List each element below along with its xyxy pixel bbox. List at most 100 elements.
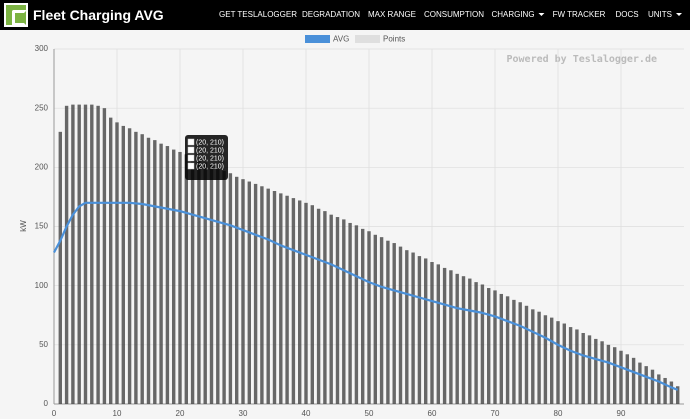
point-column: [669, 381, 674, 404]
y-tick-label: 150: [35, 222, 49, 231]
chart: kW Powered by Teslalogger.de 05010015020…: [19, 35, 684, 418]
point-column: [524, 305, 529, 404]
navbar: Fleet Charging AVG GET TESLALOGGER DEGRA…: [0, 0, 690, 30]
caret: [538, 13, 545, 17]
caret: [676, 13, 682, 17]
point-column: [77, 104, 81, 404]
point-column: [657, 374, 661, 404]
point-column: [594, 338, 598, 404]
tooltip-box: [185, 135, 228, 180]
point-column: [568, 327, 573, 404]
site-title[interactable]: Fleet Charging AVG: [33, 7, 164, 23]
point-column: [436, 264, 440, 404]
point-column: [411, 252, 415, 404]
nav-dropdown[interactable]: UNITS: [648, 10, 682, 19]
point-column: [241, 179, 245, 404]
point-column: [159, 143, 163, 404]
nav-label: GET TESLALOGGER: [219, 10, 297, 19]
point-column: [64, 105, 69, 405]
point-column: [606, 344, 611, 404]
point-column: [493, 290, 497, 404]
nav-item[interactable]: DEGRADATION: [302, 10, 360, 19]
point-column: [216, 168, 220, 404]
nav-label: CONSUMPTION: [424, 10, 484, 19]
y-tick-label: 0: [44, 399, 49, 408]
point-column: [405, 250, 409, 404]
x-tick-label: 90: [617, 409, 626, 418]
point-column: [625, 354, 629, 404]
tooltip-item: (20, 210): [196, 147, 224, 154]
point-column: [71, 104, 75, 404]
x-tick-label: 20: [176, 409, 185, 418]
point-column: [209, 164, 214, 404]
point-column: [323, 211, 327, 404]
point-column: [367, 231, 371, 404]
point-column: [197, 160, 201, 404]
point-column: [153, 140, 157, 404]
point-column: [253, 183, 258, 404]
point-column: [650, 369, 655, 404]
point-column: [96, 105, 100, 405]
nav-item[interactable]: CONSUMPTION: [424, 10, 484, 19]
nav-item[interactable]: GET TESLALOGGER: [219, 10, 297, 19]
point-column: [335, 217, 340, 404]
nav-label: FW TRACKER: [552, 10, 606, 19]
nav-item[interactable]: DOCS: [615, 10, 638, 19]
point-column: [310, 205, 314, 404]
point-column: [562, 323, 566, 404]
tooltip-item: (20, 210): [196, 155, 224, 162]
point-column: [537, 311, 541, 404]
point-column: [505, 296, 510, 404]
point-column: [474, 282, 478, 404]
point-column: [342, 219, 346, 404]
y-tick-label: 50: [39, 340, 48, 349]
avg-line: [53, 201, 679, 391]
x-tick-label: 40: [302, 409, 311, 418]
point-column: [184, 154, 188, 404]
point-column: [235, 176, 239, 404]
point-column: [291, 198, 296, 404]
point-column: [260, 186, 264, 404]
point-column: [266, 188, 270, 404]
point-column: [392, 243, 396, 404]
point-column: [272, 191, 277, 404]
point-column: [442, 267, 447, 404]
point-column: [379, 237, 384, 404]
point-column: [178, 151, 182, 404]
point-column: [663, 377, 667, 404]
point-column: [512, 299, 516, 404]
logo[interactable]: [4, 3, 28, 27]
point-column: [644, 366, 648, 404]
tooltip-swatch: [187, 138, 195, 146]
point-column: [279, 193, 283, 404]
point-column: [329, 214, 333, 404]
point-column: [172, 149, 176, 404]
point-column: [587, 335, 592, 404]
point-column: [165, 146, 170, 404]
y-tick-label: 300: [35, 44, 49, 53]
point-column: [304, 202, 308, 404]
nav-item[interactable]: FW TRACKER: [553, 10, 606, 19]
point-column: [228, 173, 233, 404]
point-column: [102, 108, 107, 405]
nav-label: UNITS: [648, 10, 672, 19]
nav-item[interactable]: MAX RANGE: [368, 10, 416, 19]
point-column: [676, 386, 680, 404]
point-column: [619, 350, 623, 404]
nav-label: DEGRADATION: [301, 10, 361, 19]
x-tick-label: 60: [428, 409, 437, 418]
y-tick-label: 200: [35, 162, 49, 171]
point-column: [386, 240, 390, 404]
x-tick-label: 0: [52, 409, 57, 418]
point-column: [468, 278, 472, 404]
point-column: [140, 134, 144, 404]
nav-label: DOCS: [615, 10, 639, 19]
watermark: Powered by Teslalogger.de: [506, 54, 657, 65]
nav-dropdown[interactable]: CHARGING: [491, 10, 545, 19]
point-column: [361, 228, 365, 404]
point-column: [203, 162, 207, 404]
point-column: [480, 284, 485, 404]
point-column: [354, 225, 359, 404]
point-column: [631, 357, 636, 404]
